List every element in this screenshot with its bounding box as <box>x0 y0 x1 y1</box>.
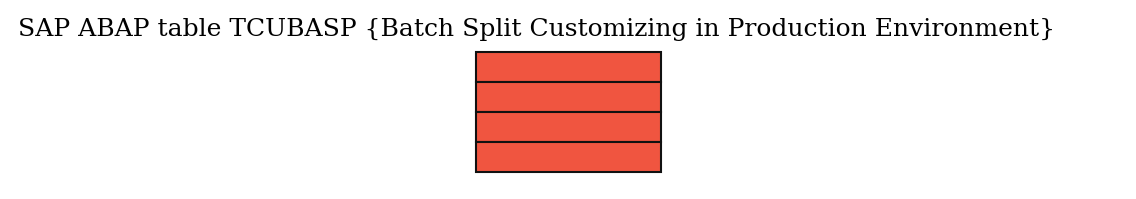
Text: SAP ABAP table TCUBASP {Batch Split Customizing in Production Environment}: SAP ABAP table TCUBASP {Batch Split Cust… <box>18 18 1055 41</box>
Text: WERKS [CHAR (4)]: WERKS [CHAR (4)] <box>498 120 638 135</box>
Text: MANDT [CLNT (3)]: MANDT [CLNT (3)] <box>499 90 637 104</box>
Text: AUART [CHAR (4)]: AUART [CHAR (4)] <box>500 149 636 165</box>
Text: TCUBASP: TCUBASP <box>521 58 615 76</box>
